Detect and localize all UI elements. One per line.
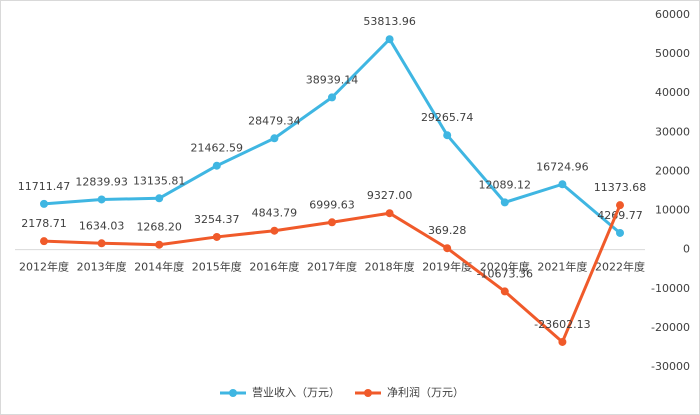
y-tick-label: -10000 [651,282,690,295]
data-label: 6999.63 [309,198,355,211]
data-point [328,218,336,227]
y-tick-label: 50000 [655,47,690,60]
data-label: 12089.12 [479,178,532,191]
data-label: 53813.96 [363,15,416,28]
y-tick-label: -30000 [651,360,690,373]
data-label: 29265.74 [421,111,474,124]
data-point [270,226,279,235]
data-label: -10673.36 [477,267,533,280]
x-tick-label: 2012年度 [19,260,69,274]
data-label: 38939.14 [306,73,359,86]
data-point [616,228,624,237]
y-tick-label: 0 [683,243,690,256]
data-point [616,201,624,210]
data-point [40,199,48,208]
data-point [97,239,106,248]
legend-label: 净利润（万元） [387,385,464,399]
data-label: 12839.93 [75,175,128,188]
y-tick-label: 20000 [655,164,690,177]
x-tick-label: 2014年度 [134,260,184,274]
data-label: 1634.03 [79,219,125,232]
data-point [97,195,106,204]
y-tick-label: 40000 [655,86,690,99]
x-tick-label: 2015年度 [192,260,242,274]
data-point [328,93,336,102]
data-label: 21462.59 [191,142,244,155]
data-label: 9327.00 [367,189,413,202]
data-label: 11711.47 [18,180,71,193]
legend-label: 营业收入（万元） [252,385,340,399]
y-tick-label: 60000 [655,8,690,21]
data-point [500,287,509,296]
x-tick-label: 2013年度 [77,260,127,274]
x-tick-label: 2022年度 [595,260,645,274]
data-label: 4269.77 [597,209,643,222]
data-point [212,161,221,170]
data-label: 2178.71 [21,217,67,230]
data-label: 369.28 [428,224,467,237]
y-tick-label: 10000 [655,204,690,217]
data-point [558,337,567,346]
data-label: 4843.79 [252,207,298,220]
legend-marker [364,389,372,397]
data-point [443,131,452,140]
data-label: 1268.20 [136,221,182,234]
data-point [270,134,279,143]
data-point [155,240,164,249]
data-label: 3254.37 [194,213,240,226]
y-tick-label: -20000 [651,321,690,334]
x-tick-label: 2018年度 [365,260,415,274]
data-point [385,35,394,44]
data-point [212,232,221,241]
data-label: 13135.81 [133,174,186,187]
x-tick-label: 2019年度 [422,260,472,274]
data-label: 11373.68 [594,181,647,194]
data-label: 16724.96 [536,160,589,173]
x-tick-label: 2021年度 [537,260,587,274]
data-point [558,180,567,189]
data-point [500,198,509,207]
data-label: -23602.13 [534,318,590,331]
data-point [40,237,48,246]
legend-marker [229,389,237,397]
x-tick-label: 2017年度 [307,260,357,274]
data-point [443,244,452,253]
data-point [155,194,164,203]
data-point [385,209,394,218]
data-label: 28479.34 [248,114,301,127]
x-tick-label: 2016年度 [249,260,299,274]
x-tick-label: 2020年度 [480,260,530,274]
y-tick-label: 30000 [655,125,690,138]
